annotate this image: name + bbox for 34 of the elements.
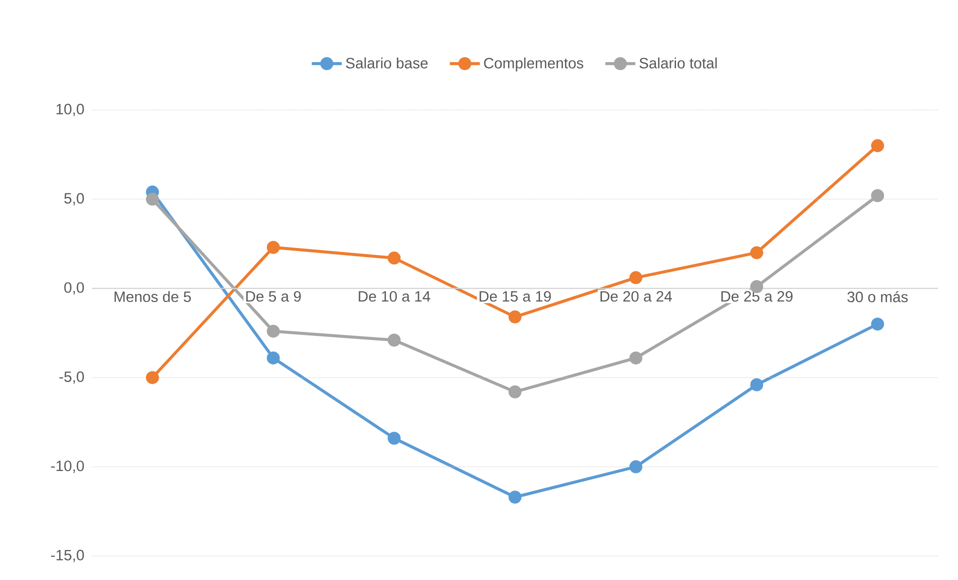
point [508, 310, 522, 324]
x-tick-label: De 5 a 9 [246, 291, 301, 302]
point [266, 240, 280, 254]
point [508, 490, 522, 504]
point [750, 246, 764, 260]
legend-label: Complementos [484, 57, 584, 72]
y-tick-label: -15,0 [51, 550, 84, 562]
y-tick-label: -10,0 [51, 460, 84, 473]
x-tick-label: Menos de 5 [114, 291, 191, 302]
point [266, 351, 280, 364]
x-tick-label: De 15 a 19 [480, 291, 551, 302]
point [266, 324, 280, 338]
point [388, 252, 401, 265]
point [871, 318, 884, 331]
legend-label: Salario total [639, 57, 717, 68]
y-tick-label: 10,0 [56, 104, 84, 116]
legend-label: Salario base [346, 57, 428, 68]
point [388, 432, 401, 445]
point [871, 139, 884, 152]
point [629, 351, 642, 364]
x-tick-label: 30 o más [847, 291, 908, 302]
x-tick-label: De 10 a 14 [358, 291, 430, 302]
point [146, 192, 159, 206]
y-tick-label: 5,0 [64, 193, 84, 206]
y-tick-label: 0,0 [64, 282, 84, 295]
y-tick-label: -5,0 [59, 371, 84, 384]
point [629, 460, 642, 474]
point [871, 189, 884, 202]
x-tick-label: De 20 a 24 [600, 291, 672, 302]
point [508, 385, 522, 398]
point [388, 334, 401, 347]
point [629, 271, 642, 284]
point [750, 378, 764, 392]
point [146, 371, 159, 384]
